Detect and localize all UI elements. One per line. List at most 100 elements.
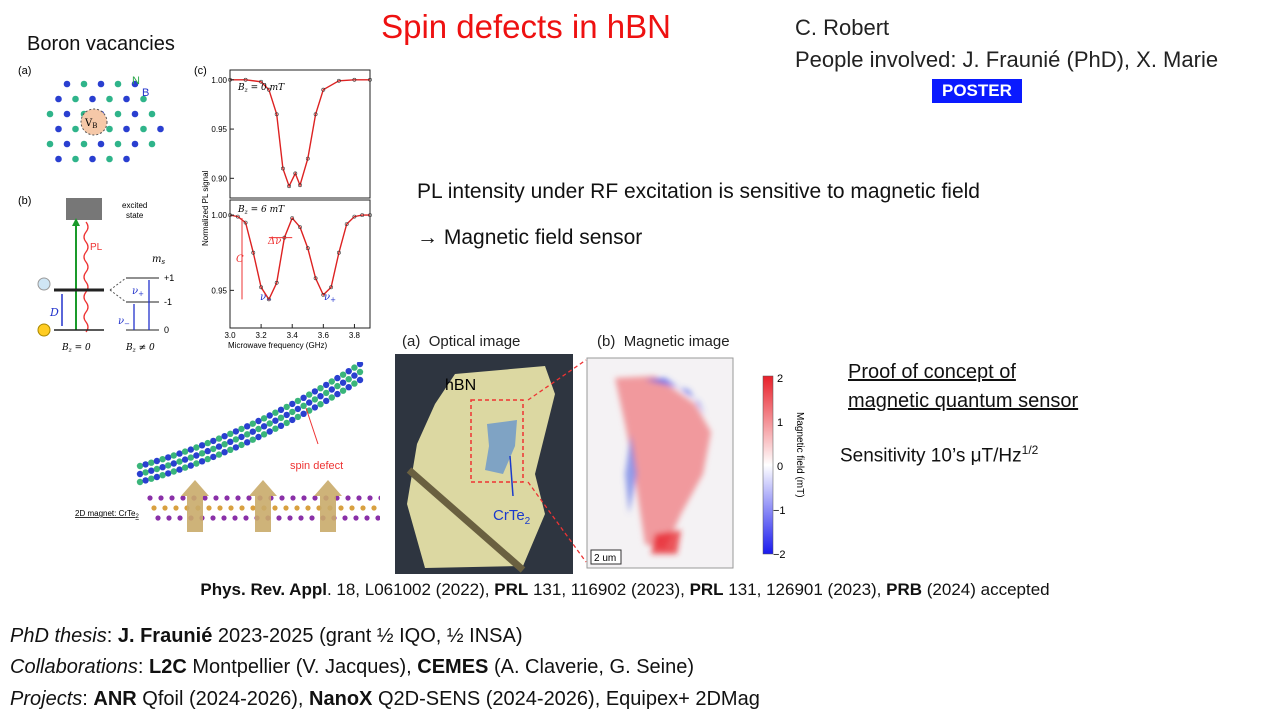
zoom-box (470, 399, 524, 483)
data-point (360, 213, 365, 218)
author-block: C. Robert People involved: J. Fraunié (P… (795, 12, 1218, 76)
boron-atom (63, 80, 71, 88)
magnet-label: 2D magnet: CrTe2 (75, 509, 139, 520)
nitrogen-atom (106, 95, 113, 103)
proof-line1: Proof of concept of (848, 361, 1016, 383)
hbn-atom (181, 448, 189, 455)
hbn-atom (210, 445, 217, 453)
data-point (243, 220, 248, 225)
hbn-atom (317, 385, 324, 392)
top-plot: 1.00 0.95 0.90 (211, 76, 372, 189)
hbn-atom (193, 444, 200, 451)
split-line-down (109, 289, 127, 303)
fig-a-label: (a) (18, 65, 31, 77)
hbn-atom (153, 457, 161, 465)
crte2-atom (232, 515, 238, 521)
pl-wave (83, 221, 89, 333)
atom-n-label: N (132, 75, 140, 87)
hbn-atom (300, 394, 307, 401)
schematic-atoms (136, 362, 380, 532)
crte2-atom (239, 505, 245, 511)
hbn-atom (306, 399, 313, 406)
boron-atom (97, 80, 105, 88)
hbn-atom (351, 364, 358, 371)
hbn-atom (339, 387, 347, 394)
hbn-atom (351, 380, 358, 387)
hbn-atom (272, 409, 279, 416)
proof-line2: magnetic quantum sensor (848, 390, 1079, 412)
data-point (243, 77, 248, 82)
hbn-atom (277, 406, 285, 413)
colorbar-label: Magnetic field (mT) (794, 412, 805, 498)
hbn-atom (289, 400, 296, 408)
boron-atom (123, 95, 130, 103)
boron-atom (63, 140, 71, 148)
hbn-atom (142, 461, 149, 468)
hbn-atom (311, 388, 319, 395)
x-tick-label: 3.2 (256, 331, 268, 340)
fig-c-label: (c) (194, 65, 207, 77)
hbn-atom (323, 389, 330, 397)
crte2-atom (162, 505, 168, 511)
data-point (287, 184, 292, 189)
colorbar-tick-m2: −2 (773, 549, 786, 561)
crte2-atom (353, 515, 359, 521)
data-point (305, 246, 310, 251)
bz-zero-label: Bz = 0 (61, 343, 91, 354)
bulb-off-icon (37, 277, 51, 291)
crte2-atom (360, 505, 366, 511)
crte2-atom (294, 505, 300, 511)
hbn-atom (244, 423, 251, 430)
data-point (336, 250, 341, 255)
odmr-xlabel: Microwave frequency (GHz) (228, 341, 327, 350)
top-panel-title: Bz = 0 mT (237, 83, 285, 94)
hbn-atom (323, 397, 330, 405)
x-tick-label: 3.0 (224, 331, 236, 340)
hbn-atom (277, 422, 285, 429)
data-point (267, 87, 271, 92)
x-tick-label: 3.8 (349, 331, 361, 340)
level-minus1-label: -1 (164, 297, 172, 307)
hbn-atom (227, 438, 234, 445)
slide-title: Spin defects in hBN (381, 8, 671, 45)
hbn-atom (181, 464, 189, 471)
hbn-atom (328, 386, 335, 393)
projects-line: Projects: ANR Qfoil (2024-2026), NanoX Q… (10, 688, 760, 710)
hbn-atom (136, 462, 144, 470)
hbn-atom (227, 430, 234, 437)
hbn-atom (345, 376, 352, 383)
bottom-panel-frame (229, 199, 371, 329)
excitation-arrowhead (72, 218, 80, 226)
hbn-atom (198, 458, 206, 465)
hbn-atom (311, 404, 319, 411)
crte2-atom (287, 515, 293, 521)
zoom-connector-lines (527, 359, 587, 563)
hbn-atom (204, 447, 211, 455)
y-tick-label: 1.00 (211, 211, 227, 220)
hbn-atom (339, 379, 347, 386)
crte2-atom (158, 495, 164, 501)
data-point (336, 78, 341, 83)
crte2-atom (213, 495, 219, 501)
hbn-atom (244, 431, 251, 438)
boron-atom (89, 95, 96, 103)
odmr-spectra-figure: (c) 1.00 0.95 0.90 1.00 0.95 3.0 3.2 3.4 3.6 3.8… (194, 65, 372, 350)
spin-defect-label: spin defect (290, 460, 343, 472)
contrast-label: C (236, 254, 244, 265)
crte2-atom (367, 495, 373, 501)
crte2-atom (243, 515, 249, 521)
nitrogen-atom (46, 140, 54, 148)
hbn-atom (159, 464, 166, 471)
magnetization-arrow (249, 480, 277, 532)
y-tick-label: 0.95 (211, 286, 227, 295)
nitrogen-atom (114, 110, 122, 118)
crte2-atom (312, 495, 318, 501)
crte2-atom (301, 495, 307, 501)
data-point (321, 292, 326, 297)
fig-b-label: (b) (18, 195, 31, 207)
crte2-atom (283, 505, 289, 511)
data-point (274, 112, 279, 117)
boron-atom (97, 140, 105, 148)
hbn-atom (176, 458, 183, 465)
energy-level-diagram: (b) excited state PL ms +1 -1 0 D ν+ ν− … (18, 195, 174, 354)
